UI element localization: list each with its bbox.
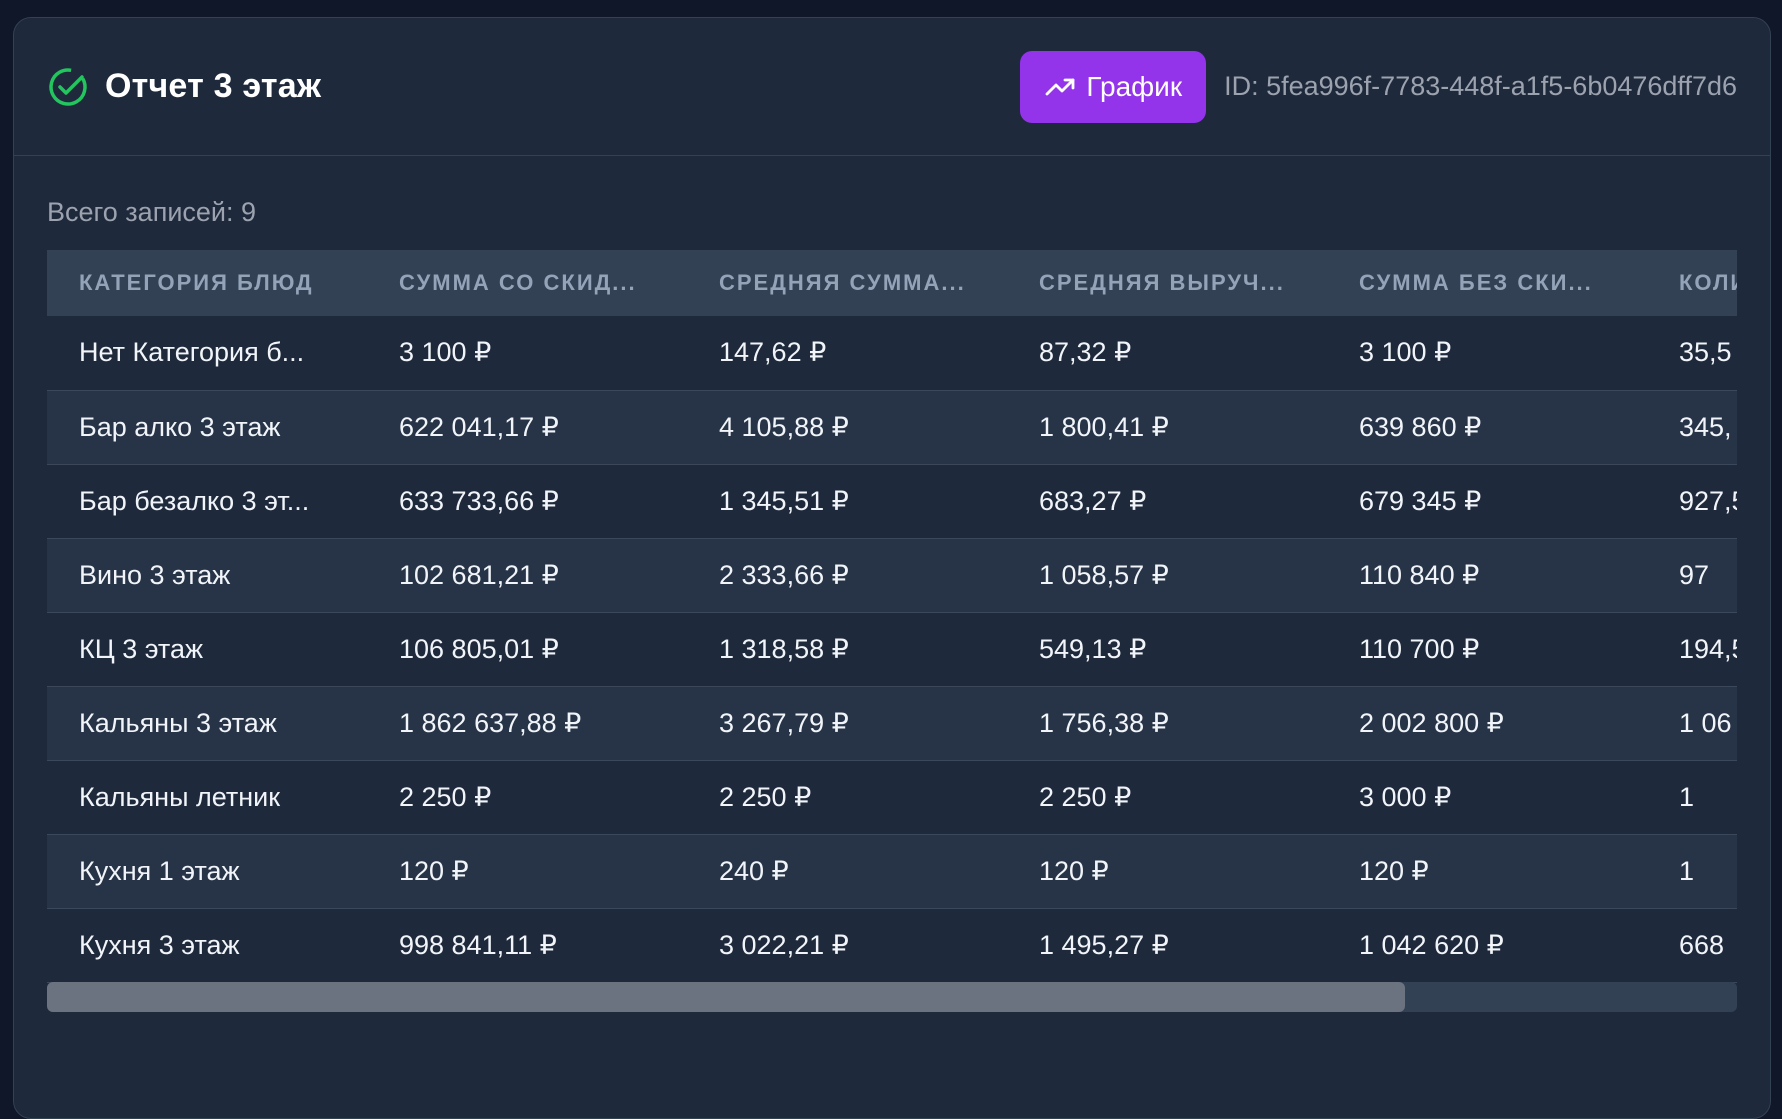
chart-button[interactable]: График <box>1020 50 1207 123</box>
cell-quantity: 927,5 <box>1679 485 1737 516</box>
records-count: Всего записей: 9 <box>47 197 257 227</box>
cell-average-sum: 240 ₽ <box>719 855 789 886</box>
table-body: Нет Категория б... 3 100 ₽ 147,62 ₽ 87,32 ₽… <box>47 316 1737 982</box>
cell-average-revenue: 1 800,41 ₽ <box>1039 411 1169 442</box>
cell-quantity: 1 <box>1679 855 1695 886</box>
cell-average-sum: 2 250 ₽ <box>719 781 812 812</box>
column-header-average-revenue[interactable]: Средняя выруч... <box>1039 270 1285 295</box>
check-circle-icon <box>47 66 89 108</box>
column-header-discount-sum[interactable]: Сумма со скид... <box>399 270 637 295</box>
column-header-category[interactable]: Категория блюд <box>79 270 314 295</box>
table-row[interactable]: КЦ 3 этаж 106 805,01 ₽ 1 318,58 ₽ 549,13 ₽ 1… <box>47 612 1737 686</box>
cell-sum-no-discount: 110 840 ₽ <box>1359 559 1480 590</box>
cell-average-revenue: 120 ₽ <box>1039 855 1109 886</box>
cell-average-revenue: 1 756,38 ₽ <box>1039 707 1169 738</box>
cell-average-sum: 147,62 ₽ <box>719 337 827 368</box>
cell-average-sum: 4 105,88 ₽ <box>719 411 849 442</box>
cell-discount-sum: 102 681,21 ₽ <box>399 559 559 590</box>
table-row[interactable]: Нет Категория б... 3 100 ₽ 147,62 ₽ 87,32 ₽… <box>47 316 1737 390</box>
cell-category: Кухня 3 этаж <box>79 929 240 960</box>
cell-category: Нет Категория б... <box>79 337 305 368</box>
cell-average-revenue: 549,13 ₽ <box>1039 633 1147 664</box>
cell-sum-no-discount: 2 002 800 ₽ <box>1359 707 1504 738</box>
cell-average-revenue: 87,32 ₽ <box>1039 337 1132 368</box>
cell-sum-no-discount: 639 860 ₽ <box>1359 411 1482 442</box>
column-header-average-sum[interactable]: Средняя сумма... <box>719 270 966 295</box>
table-row[interactable]: Бар безалко 3 эт... 633 733,66 ₽ 1 345,51 … <box>47 464 1737 538</box>
cell-quantity: 97 <box>1679 559 1710 590</box>
cell-category: Бар безалко 3 эт... <box>79 485 310 516</box>
cell-category: Кальяны летник <box>79 781 281 812</box>
table-container: Категория блюд Сумма со скид... Средняя … <box>47 250 1737 1012</box>
cell-quantity: 194,5 <box>1679 633 1737 664</box>
trending-up-icon <box>1044 71 1076 103</box>
cell-quantity: 35,5 <box>1679 337 1732 368</box>
cell-sum-no-discount: 679 345 ₽ <box>1359 485 1482 516</box>
cell-category: Вино 3 этаж <box>79 559 231 590</box>
cell-discount-sum: 2 250 ₽ <box>399 781 492 812</box>
cell-average-sum: 1 318,58 ₽ <box>719 633 849 664</box>
cell-discount-sum: 1 862 637,88 ₽ <box>399 707 582 738</box>
cell-discount-sum: 3 100 ₽ <box>399 337 492 368</box>
column-header-quantity[interactable]: Коли <box>1679 270 1737 295</box>
chart-button-label: График <box>1086 70 1183 102</box>
table-row[interactable]: Кухня 1 этаж 120 ₽ 240 ₽ 120 ₽ 120 ₽ 1 <box>47 834 1737 908</box>
cell-category: Бар алко 3 этаж <box>79 411 281 442</box>
table-row[interactable]: Бар алко 3 этаж 622 041,17 ₽ 4 105,88 ₽ 1 8… <box>47 390 1737 464</box>
cell-category: КЦ 3 этаж <box>79 633 204 664</box>
cell-average-sum: 2 333,66 ₽ <box>719 559 849 590</box>
cell-sum-no-discount: 110 700 ₽ <box>1359 633 1480 664</box>
cell-discount-sum: 120 ₽ <box>399 855 469 886</box>
cell-sum-no-discount: 120 ₽ <box>1359 855 1429 886</box>
report-card: Отчет 3 этаж График ID: 5fea996f-7783-44… <box>13 17 1771 1119</box>
report-body: Всего записей: 9 Категория блюд Сумма со… <box>14 156 1770 1012</box>
report-title: Отчет 3 этаж <box>105 67 322 105</box>
cell-average-sum: 1 345,51 ₽ <box>719 485 849 516</box>
table-row[interactable]: Кухня 3 этаж 998 841,11 ₽ 3 022,21 ₽ 1 495,… <box>47 908 1737 982</box>
scrollbar-thumb[interactable] <box>47 982 1405 1012</box>
report-table: Категория блюд Сумма со скид... Средняя … <box>47 250 1737 983</box>
cell-discount-sum: 633 733,66 ₽ <box>399 485 559 516</box>
cell-average-revenue: 2 250 ₽ <box>1039 781 1132 812</box>
cell-quantity: 1 06 <box>1679 707 1732 738</box>
column-header-sum-no-discount[interactable]: Сумма без ски... <box>1359 270 1593 295</box>
table-header-row: Категория блюд Сумма со скид... Средняя … <box>47 250 1737 316</box>
cell-average-revenue: 1 495,27 ₽ <box>1039 929 1169 960</box>
table-row[interactable]: Вино 3 этаж 102 681,21 ₽ 2 333,66 ₽ 1 058,5… <box>47 538 1737 612</box>
cell-discount-sum: 106 805,01 ₽ <box>399 633 559 664</box>
table-row[interactable]: Кальяны летник 2 250 ₽ 2 250 ₽ 2 250 ₽ 3 000… <box>47 760 1737 834</box>
cell-category: Кальяны 3 этаж <box>79 707 277 738</box>
cell-sum-no-discount: 1 042 620 ₽ <box>1359 929 1504 960</box>
cell-quantity: 668 <box>1679 929 1725 960</box>
table-row[interactable]: Кальяны 3 этаж 1 862 637,88 ₽ 3 267,79 ₽ 1 … <box>47 686 1737 760</box>
cell-sum-no-discount: 3 000 ₽ <box>1359 781 1452 812</box>
report-id: ID: 5fea996f-7783-448f-a1f5-6b0476dff7d6 <box>1224 71 1737 101</box>
cell-discount-sum: 998 841,11 ₽ <box>399 929 557 960</box>
cell-category: Кухня 1 этаж <box>79 855 240 886</box>
cell-quantity: 1 <box>1679 781 1695 812</box>
cell-average-revenue: 1 058,57 ₽ <box>1039 559 1169 590</box>
cell-average-sum: 3 022,21 ₽ <box>719 929 849 960</box>
cell-average-sum: 3 267,79 ₽ <box>719 707 849 738</box>
report-header: Отчет 3 этаж График ID: 5fea996f-7783-44… <box>14 18 1770 156</box>
horizontal-scrollbar[interactable] <box>47 982 1737 1012</box>
cell-sum-no-discount: 3 100 ₽ <box>1359 337 1452 368</box>
cell-average-revenue: 683,27 ₽ <box>1039 485 1147 516</box>
cell-quantity: 345, <box>1679 411 1732 442</box>
cell-discount-sum: 622 041,17 ₽ <box>399 411 559 442</box>
